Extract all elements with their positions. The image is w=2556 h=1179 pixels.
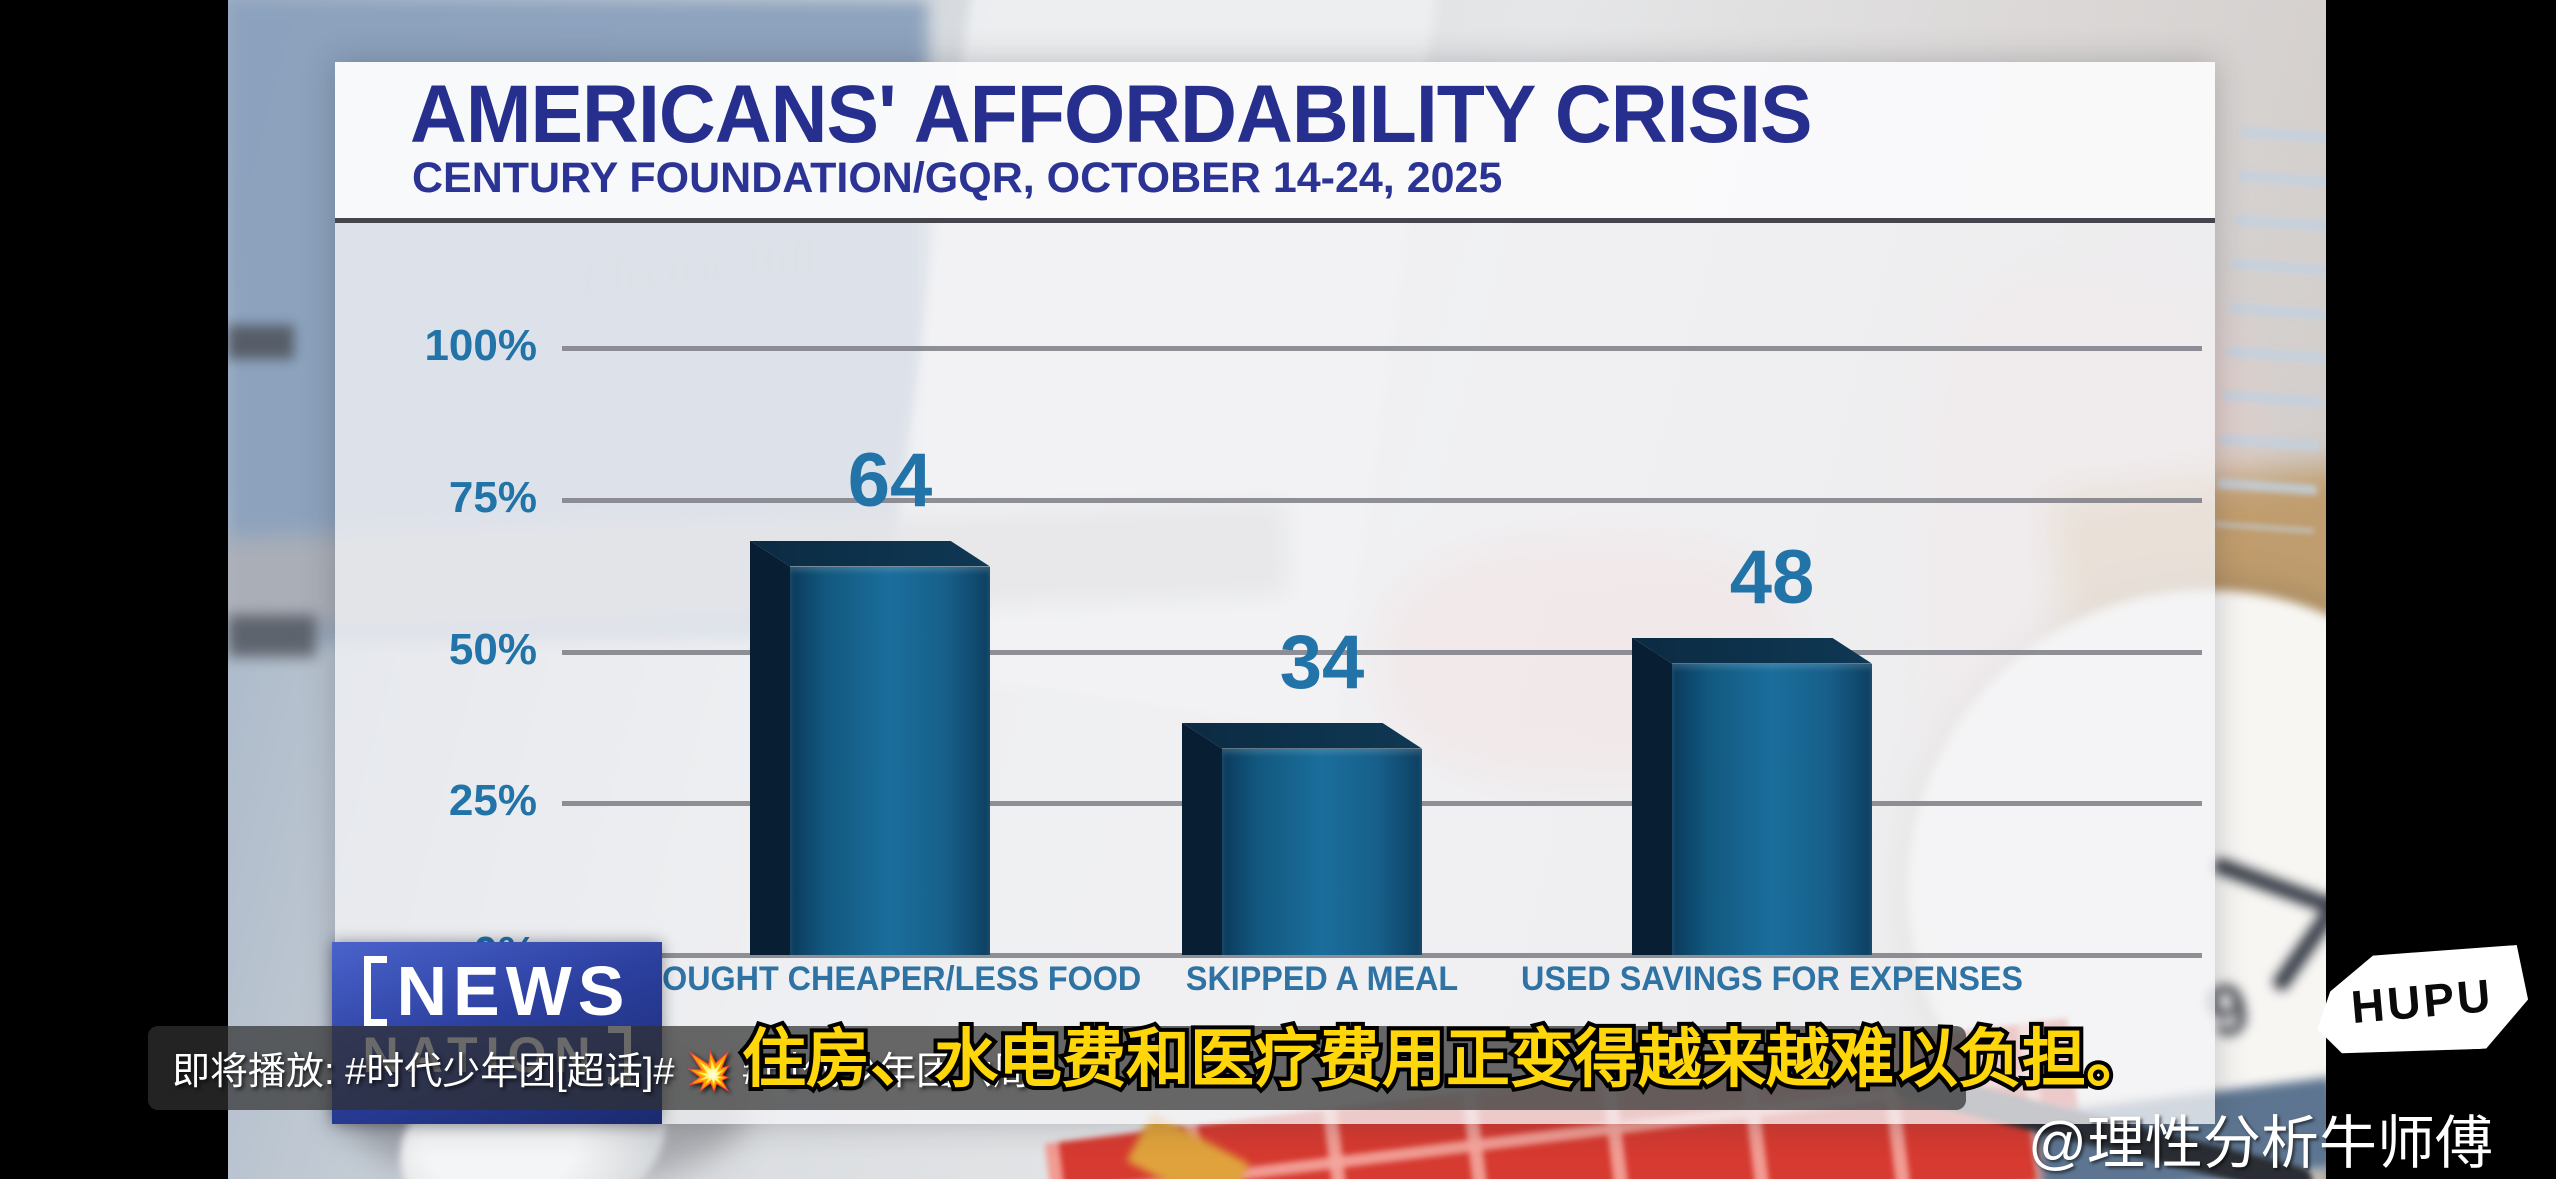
chinese-subtitle: 住房、水电费和医疗费用正变得越来越难以负担。 bbox=[738, 1019, 2154, 1099]
background-paper-clip-mark bbox=[228, 325, 294, 359]
newsnation-word-news: NEWS bbox=[396, 952, 631, 1030]
clock-hand-minute bbox=[2270, 787, 2326, 993]
hupu-logo-text: HUPU bbox=[2348, 968, 2496, 1034]
newsnation-logo-line1: NEWS bbox=[363, 952, 631, 1030]
chart-title: AMERICANS' AFFORDABILITY CRISIS bbox=[410, 69, 1813, 160]
background-paper-lines bbox=[2214, 126, 2326, 534]
background-paper-clip-mark-2 bbox=[228, 615, 316, 657]
chart-header: AMERICANS' AFFORDABILITY CRISIS CENTURY … bbox=[335, 62, 2215, 223]
chart-subtitle: CENTURY FOUNDATION/GQR, OCTOBER 14-24, 2… bbox=[412, 154, 1503, 202]
bracket-left-icon bbox=[363, 956, 387, 1026]
uploader-watermark: @理性分析牛师傅 bbox=[2028, 1111, 2493, 1176]
clock-hand-hour bbox=[2211, 856, 2326, 940]
hupu-logo: HUPU bbox=[2313, 945, 2530, 1058]
